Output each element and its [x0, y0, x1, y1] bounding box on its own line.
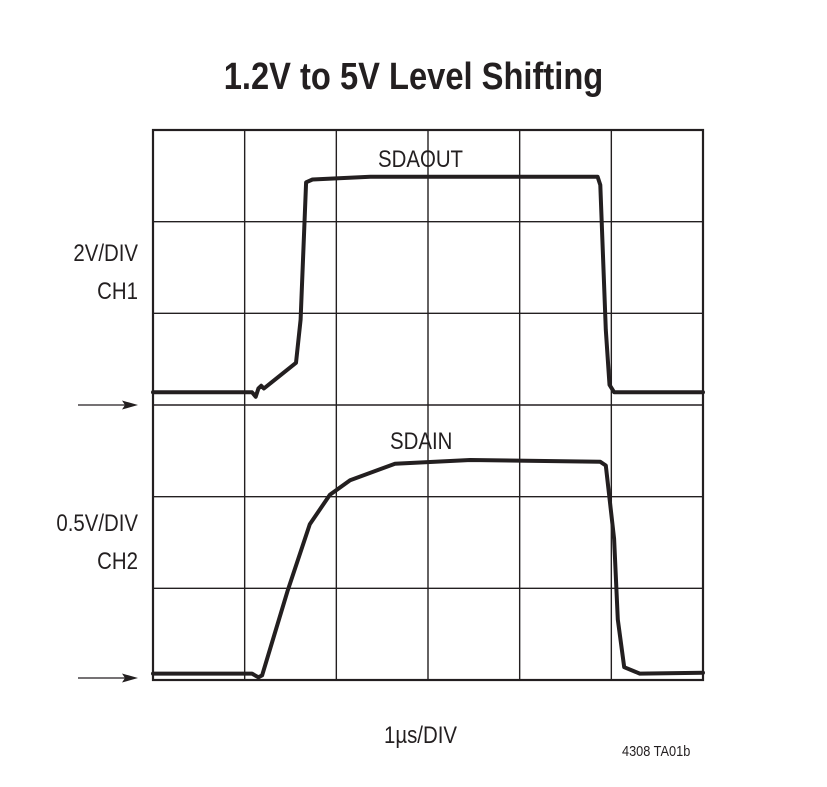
arrow-head-icon: [122, 673, 138, 683]
plot-border: [151, 128, 705, 682]
ch1-scale-label: 2V/DIV: [73, 240, 138, 267]
grid: [151, 128, 705, 682]
trace-sdaout: [151, 174, 705, 399]
ch2-scale-label: 0.5V/DIV: [56, 510, 138, 537]
figure-id: 4308 TA01b: [622, 743, 691, 760]
traces: [151, 174, 705, 680]
ch1-label: CH1: [97, 278, 138, 305]
arrow-head-icon: [122, 400, 138, 410]
x-axis-label: 1µs/DIV: [384, 722, 457, 749]
ground-markers: [78, 400, 138, 683]
series-label-sdain: SDAIN: [390, 428, 453, 455]
series-label-sdaout: SDAOUT: [378, 146, 464, 173]
chart-title: 1.2V to 5V Level Shifting: [223, 56, 604, 98]
ch2-label: CH2: [97, 548, 138, 575]
trace-sdain: [151, 458, 705, 680]
